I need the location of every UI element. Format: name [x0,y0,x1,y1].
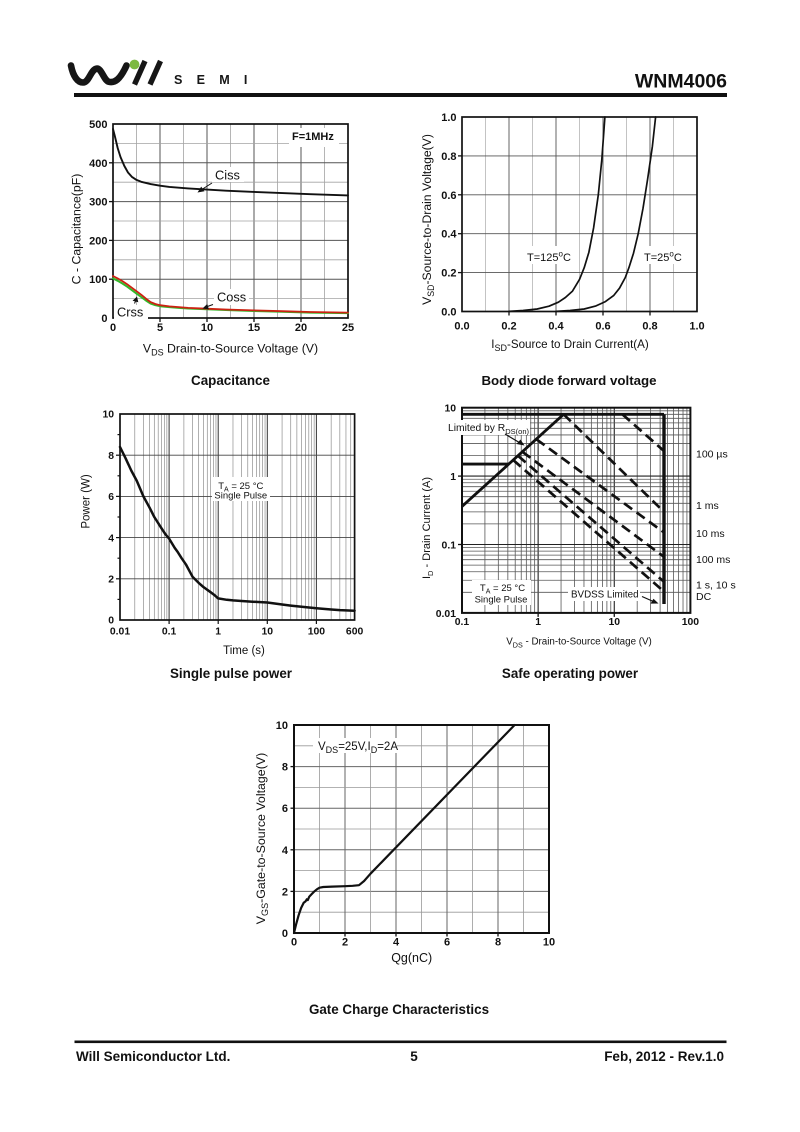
svg-text:C - Capacitance(pF): C - Capacitance(pF) [70,174,84,285]
svg-text:6: 6 [108,492,114,503]
svg-text:Time (s): Time (s) [223,645,265,657]
svg-text:1 s, 10 s: 1 s, 10 s [696,580,736,592]
svg-text:T=25oC: T=25oC [644,250,682,265]
svg-text:4: 4 [393,937,400,949]
svg-text:600: 600 [346,627,364,638]
svg-text:VSD-Source-to-Drain Voltage(V): VSD-Source-to-Drain Voltage(V) [420,134,436,305]
svg-text:0.01: 0.01 [436,609,456,620]
svg-text:500: 500 [89,119,107,131]
svg-text:Body diode forward voltage: Body diode forward voltage [481,373,656,388]
svg-text:TA = 25 °C: TA = 25 °C [218,481,263,494]
svg-text:F=1MHz: F=1MHz [292,131,334,143]
svg-text:WNM4006: WNM4006 [635,71,727,93]
svg-text:Safe operating power: Safe operating power [502,666,639,681]
svg-text:100 ms: 100 ms [696,554,730,566]
svg-text:2: 2 [282,886,288,898]
svg-text:0: 0 [291,937,297,949]
svg-text:5: 5 [410,1049,418,1064]
svg-text:1.0: 1.0 [441,112,456,124]
svg-text:1 ms: 1 ms [696,500,719,512]
svg-text:6: 6 [282,803,288,815]
svg-text:10: 10 [276,720,288,732]
svg-text:0.0: 0.0 [454,321,469,333]
svg-text:0: 0 [110,322,116,334]
svg-text:100: 100 [89,274,107,286]
svg-text:0.2: 0.2 [441,268,456,280]
svg-text:300: 300 [89,197,107,209]
svg-text:Coss: Coss [217,290,246,305]
svg-text:0: 0 [101,313,107,325]
svg-text:TA = 25 °C: TA = 25 °C [480,583,525,596]
svg-text:ID - Drain Current (A): ID - Drain Current (A) [421,477,435,579]
svg-text:0.01: 0.01 [110,627,130,638]
svg-text:2: 2 [108,575,114,586]
svg-text:0.1: 0.1 [162,627,177,638]
svg-text:0.1: 0.1 [455,617,470,628]
svg-text:Single Pulse: Single Pulse [475,595,528,606]
svg-text:10: 10 [609,617,621,628]
svg-text:SEMI: SEMI [174,73,262,87]
svg-text:0: 0 [282,928,288,940]
svg-text:10: 10 [102,410,114,421]
svg-text:BVDSS Limited: BVDSS Limited [571,590,639,601]
svg-text:1: 1 [215,627,221,638]
svg-text:Single pulse power: Single pulse power [170,666,293,681]
svg-text:Power (W): Power (W) [81,474,93,528]
svg-text:0.6: 0.6 [595,321,610,333]
svg-text:0.4: 0.4 [548,321,564,333]
svg-text:Single Pulse: Single Pulse [214,491,267,502]
svg-text:10: 10 [262,627,274,638]
svg-text:10: 10 [543,937,555,949]
svg-text:2: 2 [342,937,348,949]
svg-text:25: 25 [342,322,354,334]
svg-text:0.4: 0.4 [441,229,457,241]
svg-text:0: 0 [108,616,114,627]
svg-text:T=125oC: T=125oC [527,250,571,265]
svg-text:10: 10 [444,404,456,415]
svg-text:0.2: 0.2 [501,321,516,333]
svg-text:15: 15 [248,322,260,334]
svg-text:100 µs: 100 µs [696,449,728,461]
svg-text:400: 400 [89,158,107,170]
svg-text:4: 4 [282,845,289,857]
svg-text:200: 200 [89,235,107,247]
svg-text:4: 4 [108,533,114,544]
svg-text:DC: DC [696,591,712,603]
svg-text:1.0: 1.0 [689,321,704,333]
svg-text:Gate Charge Characteristics: Gate Charge Characteristics [309,1002,489,1017]
svg-text:0.1: 0.1 [442,541,457,552]
svg-text:Ciss: Ciss [215,168,240,183]
svg-text:Capacitance: Capacitance [191,373,270,388]
svg-text:0.8: 0.8 [441,151,456,163]
svg-text:8: 8 [108,451,114,462]
svg-text:Feb, 2012 - Rev.1.0: Feb, 2012 - Rev.1.0 [604,1049,724,1064]
svg-text:ISD-Source to Drain Current(A): ISD-Source to Drain Current(A) [491,338,649,353]
svg-text:VDS - Drain-to-Source Voltage: VDS - Drain-to-Source Voltage (V) [506,637,652,650]
svg-text:20: 20 [295,322,307,334]
svg-text:1: 1 [535,617,541,628]
svg-text:Crss: Crss [117,305,143,320]
svg-text:0.0: 0.0 [441,307,456,319]
svg-text:Will Semiconductor Ltd.: Will Semiconductor Ltd. [76,1049,230,1064]
svg-text:8: 8 [282,762,288,774]
svg-text:VGS-Gate-to-Source Voltage(V): VGS-Gate-to-Source Voltage(V) [254,753,270,924]
svg-text:Qg(nC): Qg(nC) [391,951,432,965]
svg-text:10: 10 [201,322,213,334]
svg-text:1: 1 [450,472,456,483]
svg-text:0.8: 0.8 [642,321,657,333]
svg-text:VDS=25V,ID=2A: VDS=25V,ID=2A [318,741,398,755]
svg-text:10 ms: 10 ms [696,528,725,540]
svg-text:6: 6 [444,937,450,949]
svg-text:100: 100 [308,627,326,638]
svg-text:Limited by RDS(on): Limited by RDS(on) [448,423,529,436]
svg-text:5: 5 [157,322,163,334]
svg-text:0.6: 0.6 [441,190,456,202]
svg-text:8: 8 [495,937,501,949]
svg-text:100: 100 [682,617,700,628]
svg-text:VDS Drain-to-Source Voltage (V: VDS Drain-to-Source Voltage (V) [143,342,318,358]
